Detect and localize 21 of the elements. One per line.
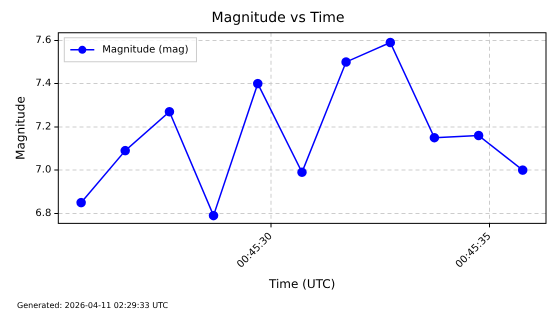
point [474, 130, 484, 140]
point [386, 38, 396, 48]
point [120, 146, 130, 156]
y-tick-label: 6.8 [35, 208, 52, 219]
text: Generated: 2026-04-11 02:29:33 UTC [17, 301, 168, 310]
point [297, 168, 307, 178]
y-tick-label: 7.2 [35, 121, 52, 132]
point [76, 198, 86, 208]
point [208, 210, 218, 220]
point [341, 57, 351, 67]
y-tick-label: 7.4 [35, 78, 52, 90]
y-tick-label: 7.0 [35, 164, 52, 176]
legend-label: Magnitude (mag) [102, 44, 189, 56]
point [430, 132, 440, 142]
y-axis-title: Magnitude [13, 96, 28, 160]
y-tick-label: 7.6 [35, 34, 52, 46]
chart-title: Magnitude vs Time [212, 10, 344, 26]
point [164, 107, 174, 116]
point [253, 78, 263, 88]
x-axis-title: Time (UTC) [268, 276, 336, 291]
point [518, 165, 528, 175]
